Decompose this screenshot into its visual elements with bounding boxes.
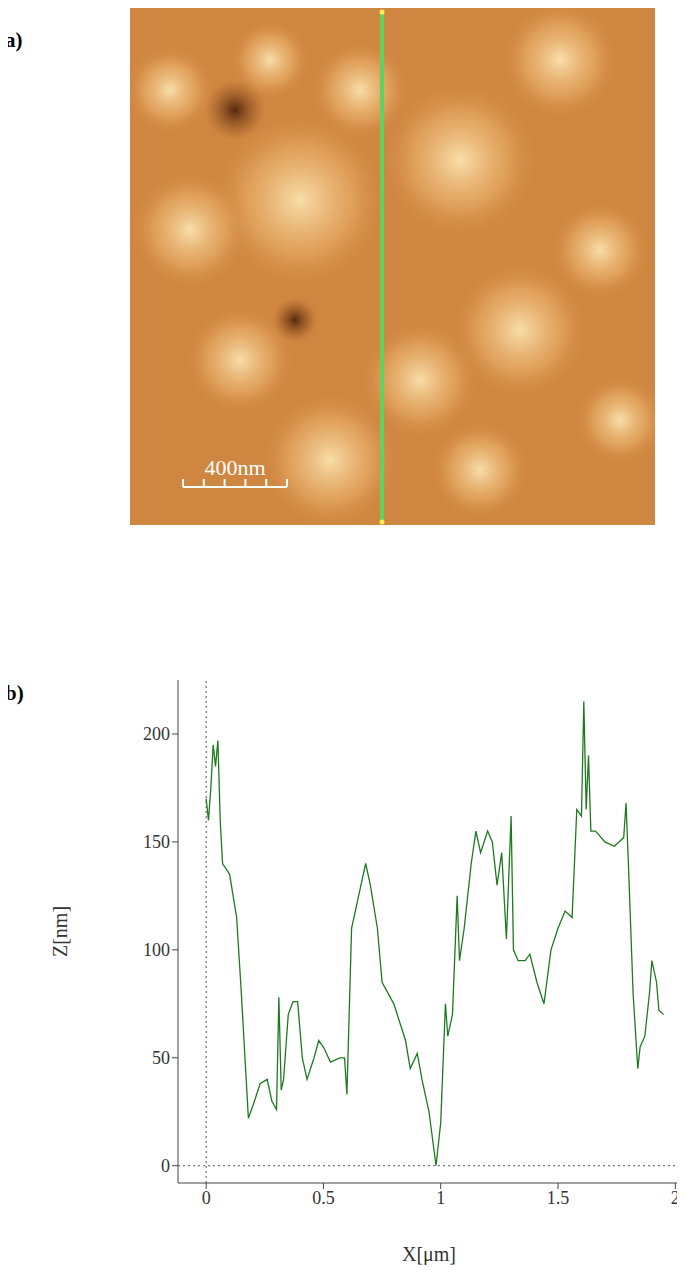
svg-text:0: 0 xyxy=(202,1188,211,1208)
svg-text:X[μm]: X[μm] xyxy=(402,1243,456,1265)
svg-text:0.5: 0.5 xyxy=(312,1188,335,1208)
html-text:a): a) xyxy=(5,28,23,52)
svg-text:400nm: 400nm xyxy=(204,455,265,480)
svg-text:1.5: 1.5 xyxy=(547,1188,570,1208)
html-text:b): b) xyxy=(5,681,24,705)
svg-text:50: 50 xyxy=(152,1048,170,1068)
svg-text:Z[nm]: Z[nm] xyxy=(49,906,71,957)
svg-text:0: 0 xyxy=(161,1156,170,1176)
svg-text:100: 100 xyxy=(143,940,170,960)
svg-text:150: 150 xyxy=(143,832,170,852)
svg-text:1: 1 xyxy=(436,1188,445,1208)
svg-text:2: 2 xyxy=(671,1188,677,1208)
svg-text:200: 200 xyxy=(143,724,170,744)
